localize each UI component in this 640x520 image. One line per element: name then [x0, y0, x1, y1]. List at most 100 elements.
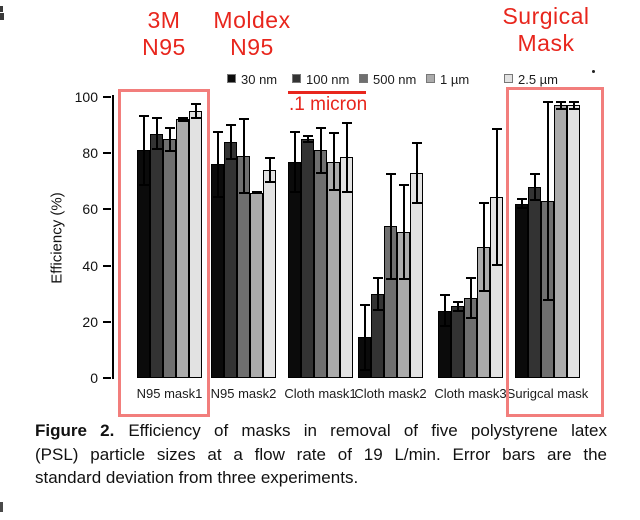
error-bar-cap: [491, 127, 502, 130]
error-bar-cap: [138, 115, 149, 118]
error-bar-cap: [555, 107, 566, 110]
error-bar-cap: [372, 308, 383, 311]
error-bar-cap: [439, 325, 450, 328]
annotation-line: Moldex: [213, 7, 291, 33]
x-axis-label: Surigcal mask: [506, 386, 589, 401]
error-bar-cap: [516, 207, 527, 210]
y-tick-mark: [103, 377, 111, 379]
error-bar: [293, 130, 296, 193]
annotation-surgical-mask: Surgical Mask: [496, 3, 596, 57]
error-bar: [520, 198, 523, 210]
error-bar: [402, 184, 405, 280]
error-bar: [376, 276, 379, 311]
micron-annotation: .1 micron: [289, 94, 368, 115]
error-bar-cap: [359, 303, 370, 306]
y-tick-mark: [103, 208, 111, 211]
error-bar-cap: [542, 101, 553, 104]
x-axis-label: Cloth mask1: [284, 386, 357, 401]
error-bar-cap: [452, 300, 463, 303]
bar: [451, 306, 464, 378]
error-bar: [306, 134, 309, 144]
error-bar-cap: [516, 198, 527, 201]
annotation-line: N95: [142, 34, 186, 60]
error-bar-cap: [398, 277, 409, 280]
y-tick-label: 40: [82, 257, 98, 274]
error-bar-cap: [225, 123, 236, 126]
error-bar-cap: [302, 141, 313, 144]
error-bar: [332, 132, 335, 192]
scan-artifact: [0, 6, 3, 12]
highlight-box-surgical: [506, 87, 604, 417]
y-tick-label: 60: [82, 201, 98, 218]
error-bar-cap: [529, 198, 540, 201]
micron-underline: [288, 91, 366, 94]
annotation-line: Surgical: [502, 3, 590, 29]
y-tick-mark: [103, 152, 111, 155]
error-bar: [469, 276, 472, 319]
error-bar-cap: [529, 172, 540, 175]
legend-item-2.5um: 2.5 µm: [504, 72, 559, 87]
error-bar-cap: [264, 157, 275, 160]
error-bar-cap: [177, 116, 188, 119]
error-bar-cap: [190, 117, 201, 120]
error-bar: [168, 126, 171, 152]
error-bar-cap: [341, 122, 352, 125]
error-bar: [482, 202, 485, 293]
y-tick-mark: [103, 96, 111, 98]
annotation-line: Mask: [517, 30, 575, 56]
legend-swatch-500nm: [359, 74, 368, 83]
error-bar: [546, 101, 549, 301]
annotation-line: 3M: [147, 7, 181, 33]
error-bar-cap: [398, 184, 409, 187]
caption-text: Efficiency of masks in removal of five p…: [128, 421, 607, 440]
x-axis-label: N95 mask1: [136, 386, 203, 401]
error-bar-cap: [491, 263, 502, 266]
error-bar-cap: [164, 149, 175, 152]
error-bar-cap: [212, 130, 223, 133]
error-bar-cap: [238, 191, 249, 194]
error-bar-cap: [151, 116, 162, 119]
error-bar-cap: [341, 190, 352, 193]
y-tick-label: 20: [82, 313, 98, 330]
error-bar: [155, 116, 158, 151]
annotation-line: N95: [230, 34, 274, 60]
error-bar: [415, 141, 418, 204]
figure-caption: Figure 2. Efficiency of masks in removal …: [35, 419, 607, 490]
error-bar-cap: [151, 148, 162, 151]
error-bar-cap: [372, 276, 383, 279]
error-bar-cap: [289, 130, 300, 133]
annotation-3m-n95: 3M N95: [119, 7, 209, 61]
error-bar-cap: [212, 196, 223, 199]
error-bar: [242, 118, 245, 194]
bar: [224, 141, 237, 378]
bar: [250, 192, 263, 378]
error-bar-cap: [359, 368, 370, 371]
y-tick-mark: [103, 264, 111, 267]
error-bar: [533, 172, 536, 201]
error-bar-cap: [465, 316, 476, 319]
error-bar: [345, 122, 348, 193]
bar: [314, 150, 327, 378]
error-bar: [559, 101, 562, 110]
error-bar-cap: [238, 118, 249, 121]
error-bar-cap: [385, 277, 396, 280]
error-bar: [229, 123, 232, 161]
error-bar-cap: [315, 172, 326, 175]
legend-swatch-2.5um: [504, 74, 513, 83]
error-bar: [443, 293, 446, 328]
caption-line: (PSL) particle sizes at a flow rate of 1…: [35, 444, 607, 464]
error-bar: [389, 172, 392, 280]
y-tick-label: 100: [74, 89, 98, 105]
error-bar: [495, 127, 498, 266]
error-bar-cap: [177, 120, 188, 123]
error-bar: [456, 300, 459, 312]
legend-label: 2.5 µm: [518, 72, 559, 87]
error-bar-cap: [385, 172, 396, 175]
caption-line: standard deviation from three experiment…: [35, 468, 359, 487]
error-bar-cap: [315, 126, 326, 129]
error-bar-cap: [411, 141, 422, 144]
y-tick-mark: [103, 320, 111, 323]
error-bar-cap: [302, 134, 313, 137]
error-bar: [572, 101, 575, 110]
